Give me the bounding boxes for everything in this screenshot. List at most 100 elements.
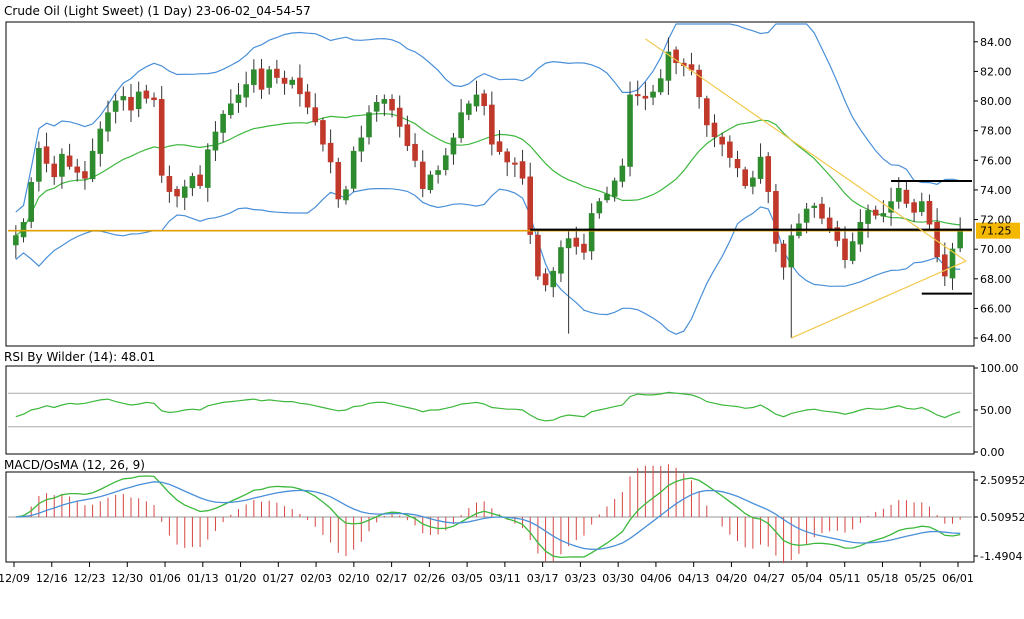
- candle-body: [558, 247, 564, 274]
- candle-body: [811, 205, 818, 208]
- candle-body: [757, 156, 764, 179]
- candle-body: [911, 202, 917, 213]
- candle-body: [13, 235, 19, 246]
- date-tick-label: 12/16: [36, 572, 68, 585]
- candle-body: [404, 124, 411, 146]
- date-tick-label: 03/17: [527, 572, 559, 585]
- candle-body: [849, 241, 856, 261]
- candle-body: [688, 64, 695, 71]
- trend-overlays: 71.25: [8, 38, 1020, 339]
- candle-body: [857, 222, 864, 245]
- candle-body: [773, 191, 779, 244]
- price-tick-label: 74.00: [980, 184, 1012, 197]
- candle-body: [727, 141, 733, 158]
- candle-body: [181, 186, 188, 198]
- candle-body: [627, 94, 633, 167]
- candle-body: [212, 131, 219, 151]
- date-tick-label: 01/20: [225, 572, 257, 585]
- candle-body: [918, 201, 925, 213]
- candle-body: [396, 107, 403, 127]
- date-tick-label: 06/01: [942, 572, 974, 585]
- candle-body: [565, 238, 572, 249]
- candlesticks: [13, 37, 963, 339]
- candle-body: [535, 234, 541, 277]
- date-tick-label: 02/17: [376, 572, 408, 585]
- price-tick-label: 84.00: [980, 36, 1012, 49]
- candle-body: [343, 189, 349, 201]
- date-tick-label: 02/26: [414, 572, 446, 585]
- candle-body: [235, 94, 242, 103]
- candle-body: [327, 142, 334, 163]
- candle-body: [120, 96, 127, 101]
- candle-body: [112, 100, 119, 112]
- date-tick-label: 05/18: [867, 572, 899, 585]
- candle-body: [274, 68, 280, 78]
- rsi-layer: 100.00 50.00 0.00: [8, 362, 1019, 459]
- candle-body: [28, 182, 34, 222]
- candle-body: [512, 162, 518, 165]
- rsi-tick-label: 0.00: [980, 446, 1005, 459]
- candle-body: [496, 141, 503, 152]
- date-tick-label: 05/04: [791, 572, 823, 585]
- date-tick-label: 01/13: [187, 572, 219, 585]
- price-chart-title: Crude Oil (Light Sweet) (1 Day) 23-06-02…: [4, 4, 311, 18]
- candle-body: [581, 243, 587, 253]
- candle-body: [842, 238, 848, 261]
- current-price-box: [976, 222, 1020, 239]
- candle-body: [673, 49, 679, 64]
- candle-body: [466, 103, 472, 115]
- candle-body: [143, 90, 150, 99]
- macd-title: MACD/OsMA (12, 26, 9): [4, 458, 145, 472]
- candle-body: [619, 165, 626, 182]
- price-tick-label: 70.00: [980, 243, 1012, 256]
- macd-signal-line: [15, 481, 961, 550]
- candle-body: [696, 69, 702, 98]
- candle-body: [373, 102, 380, 112]
- bollinger-middle: [15, 112, 961, 237]
- candle-body: [957, 229, 963, 249]
- date-tick-label: 12/23: [74, 572, 106, 585]
- candle-body: [527, 176, 534, 235]
- candle-body: [174, 189, 180, 197]
- candle-body: [519, 161, 526, 179]
- candle-body: [865, 210, 871, 224]
- date-tick-label: 01/06: [149, 572, 181, 585]
- candle-body: [43, 146, 50, 164]
- date-tick-label: 04/27: [753, 572, 785, 585]
- rsi-tick-label: 50.00: [980, 404, 1012, 417]
- candle-body: [304, 91, 311, 108]
- price-panel-frame: [5, 21, 975, 347]
- trend-line-upper: [645, 38, 967, 262]
- candle-body: [489, 104, 495, 145]
- candle-body: [128, 96, 134, 111]
- candle-body: [481, 93, 487, 106]
- candle-body: [59, 153, 65, 177]
- date-tick-label: 04/20: [716, 572, 748, 585]
- date-tick-label: 12/30: [111, 572, 143, 585]
- candle-body: [381, 99, 388, 104]
- date-tick-label: 04/06: [640, 572, 672, 585]
- trend-line-lower: [791, 260, 967, 339]
- candle-body: [189, 176, 196, 189]
- candle-body: [803, 208, 810, 223]
- candle-body: [66, 155, 73, 167]
- candle-body: [949, 248, 956, 279]
- date-tick-label: 02/10: [338, 572, 370, 585]
- date-tick-label: 01/27: [262, 572, 294, 585]
- bollinger-lower: [15, 188, 961, 335]
- candle-body: [926, 200, 933, 225]
- candle-body: [834, 227, 841, 241]
- candle-body: [335, 162, 342, 200]
- candle-body: [228, 103, 234, 116]
- candle-body: [350, 150, 357, 189]
- candle-body: [819, 203, 825, 219]
- candle-body: [765, 156, 772, 192]
- rsi-tick-label: 100.00: [980, 362, 1019, 375]
- price-tick-label: 72.00: [980, 214, 1012, 227]
- candle-body: [826, 217, 833, 231]
- candle-body: [289, 79, 296, 85]
- price-tick-label: 80.00: [980, 95, 1012, 108]
- date-tick-label: 12/09: [0, 572, 30, 585]
- date-tick-label: 02/03: [300, 572, 332, 585]
